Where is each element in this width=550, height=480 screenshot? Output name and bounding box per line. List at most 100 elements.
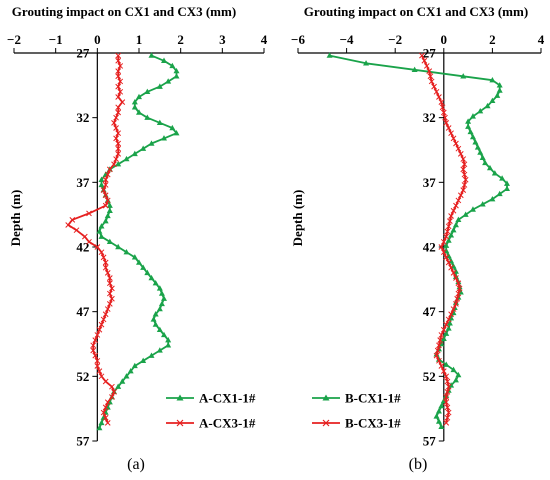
panel-b-series-cx3-point: [436, 357, 442, 364]
panel-a-series-cx3-point: [86, 238, 92, 245]
panel-a-series-cx3-point: [102, 404, 109, 411]
panel-b-series-cx3-point: [450, 135, 457, 142]
panel-b: Grouting impact on CX1 and CX3 (mm) Dept…: [290, 4, 545, 473]
panel-b-series-cx3-point: [442, 114, 448, 121]
panel-b-series-cx1-point: [503, 185, 510, 191]
panel-a: Grouting impact on CX1 and CX3 (mm) Dept…: [7, 4, 268, 473]
panel-b-y-tick-label: 52: [423, 369, 436, 384]
panel-a-series-cx1-point: [106, 207, 113, 213]
panel-a-series-cx3-point: [115, 57, 122, 64]
panel-a-series-cx1-point: [131, 362, 138, 369]
panel-b-x-tick-label: −4: [340, 32, 354, 47]
panel-b-series-cx3-point: [445, 409, 452, 416]
panel-b-series-cx3-point: [431, 83, 437, 90]
panel-b-series-cx3-point: [450, 270, 457, 276]
panel-a-legend-label: A-CX1-1#: [199, 391, 256, 406]
panel-a-series-cx1-point: [144, 269, 151, 276]
panel-b-series-cx3-point: [443, 399, 450, 406]
panel-a-x-tick-label: −2: [7, 32, 21, 47]
panel-b-series-cx1-point: [489, 97, 496, 104]
panel-b-series-cx1-point: [438, 423, 445, 429]
panel-b-series-cx3-point: [445, 125, 452, 131]
panel-a-series-cx3-point: [90, 342, 97, 349]
panel-a-series-cx1-point: [123, 373, 130, 379]
panel-a-y-tick-label: 47: [76, 304, 90, 319]
panel-a-series-cx3-point: [113, 125, 119, 131]
panel-b-series-cx3-point: [443, 119, 450, 126]
panel-b-series-cx3-point: [437, 337, 444, 343]
panel-a-series-cx1-point: [106, 238, 113, 245]
panel-a-series-cx3-point: [115, 94, 122, 100]
panel-b-x-tick-label: −2: [388, 32, 402, 47]
panel-a-series-cx1-point: [165, 78, 172, 84]
panel-a-series-cx3-point: [115, 68, 122, 74]
panel-a-y-tick-label: 52: [76, 369, 89, 384]
panel-a-x-tick-label: 3: [219, 32, 226, 47]
panel-a-series-cx3-point: [94, 244, 101, 250]
panel-b-series-cx3-point: [433, 88, 440, 95]
panel-b-series-cx3-point: [436, 342, 442, 349]
panel-a-series-cx1-point: [156, 285, 163, 291]
panel-a-series-cx3-point: [115, 109, 122, 116]
panel-a-series-cx1-point: [152, 280, 159, 286]
panel-b-y-tick-label: 47: [423, 304, 437, 319]
panel-a-series-cx1-point: [127, 367, 134, 374]
panel-a-label: (a): [127, 456, 145, 473]
panel-a-x-tick-label: 4: [261, 32, 268, 47]
panel-a-series-cx1-point: [161, 135, 167, 141]
panel-a-series-cx1-point: [98, 233, 105, 239]
panel-a-title: Grouting impact on CX1 and CX3 (mm): [12, 4, 236, 19]
panel-b-series-cx3-point: [440, 326, 447, 333]
panel-b-series-cx1-point: [477, 149, 484, 155]
panel-b-series-cx3-point: [444, 404, 451, 411]
panel-b-series-cx3-point: [457, 151, 464, 157]
panel-a-series-cx3-point: [98, 321, 105, 328]
panel-b-series-cx1-point: [445, 325, 452, 331]
panel-b-series-cx1-point: [467, 128, 474, 135]
panel-b-series-cx3-point: [460, 166, 467, 173]
panel-a-x-tick-label: 1: [136, 32, 143, 47]
panel-a-series-cx3-point: [100, 316, 107, 323]
panel-b-legend-label: B-CX1-1#: [345, 391, 401, 406]
panel-b-series-cx3-point: [455, 197, 462, 204]
panel-a-series-cx1-point: [161, 331, 167, 338]
panel-a-series-cx1-point: [161, 295, 167, 301]
panel-a-series-cx3-point: [94, 357, 101, 364]
panel-b-series-cx1-point: [486, 164, 493, 171]
panel-b-x-tick-label: 0: [441, 32, 448, 47]
panel-a-series-cx1-point: [131, 254, 138, 260]
panel-a-series-cx1-point: [96, 228, 103, 234]
panel-a-series-cx3-point: [115, 83, 122, 90]
panel-b-series-cx3-point: [448, 311, 454, 318]
panel-a-series-cx3-point: [111, 388, 117, 395]
panel-b-series-cx3-point: [419, 52, 425, 59]
panel-b-series-cx3-point: [438, 99, 445, 106]
panel-b-series-cx1-point: [477, 108, 484, 114]
panel-b-series-cx1-point: [496, 82, 503, 88]
panel-b-series-cx1-point: [433, 413, 440, 419]
panel-b-series-cx1-point: [472, 139, 479, 145]
panel-b-y-tick-label: 32: [423, 110, 436, 125]
panel-b-series-cx1-point: [443, 242, 450, 248]
panel-a-y-tick-label: 27: [76, 46, 90, 61]
panel-a-series-cx3-point: [117, 63, 124, 69]
panel-b-series-cx1-point: [469, 113, 476, 119]
panel-b-series-cx1-point: [474, 144, 481, 150]
panel-b-series-cx3-point: [440, 368, 447, 375]
panel-a-series-cx1-point: [96, 424, 103, 431]
panel-b-series-cx3-point: [445, 223, 452, 230]
panel-a-series-cx1-point: [156, 119, 163, 126]
panel-a-y-axis-label: Depth (m): [8, 190, 23, 247]
panel-a-series-cx3-point: [102, 414, 109, 421]
panel-b-legend: B-CX1-1# B-CX3-1#: [312, 391, 401, 431]
panel-a-series-cx1-point: [148, 352, 155, 358]
panel-b-series-cx1-point: [469, 206, 476, 212]
panel-a-series-cx3-point: [115, 52, 122, 59]
panel-a-legend-item: A-CX1-1#: [166, 391, 256, 406]
panel-a-series-cx3-point: [109, 394, 115, 400]
panel-b-series-cx3-point: [428, 78, 435, 85]
panel-a-series: [65, 52, 180, 431]
panel-b-series-cx3-point: [433, 352, 440, 359]
panel-b-series-cx3-point: [448, 130, 454, 137]
panel-a-series-cx1-point: [131, 150, 138, 157]
